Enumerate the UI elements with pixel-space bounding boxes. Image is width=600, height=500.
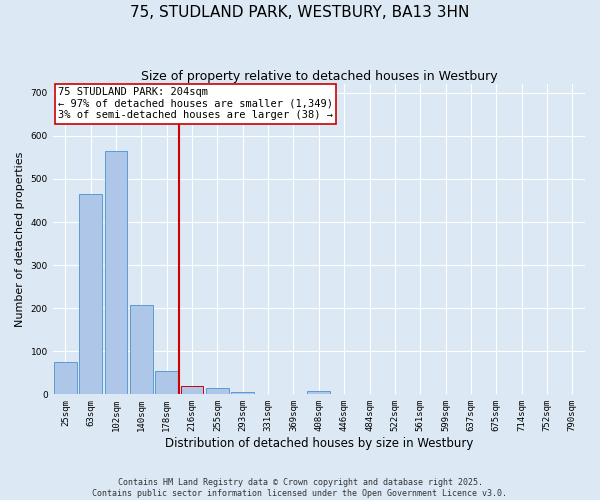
Bar: [79, 194, 102, 394]
X-axis label: Distribution of detached houses by size in Westbury: Distribution of detached houses by size …: [164, 437, 473, 450]
Bar: [54, 362, 77, 394]
Bar: [206, 388, 229, 394]
Title: Size of property relative to detached houses in Westbury: Size of property relative to detached ho…: [140, 70, 497, 83]
Text: 75 STUDLAND PARK: 204sqm
← 97% of detached houses are smaller (1,349)
3% of semi: 75 STUDLAND PARK: 204sqm ← 97% of detach…: [58, 88, 333, 120]
Bar: [155, 370, 178, 394]
Text: Contains HM Land Registry data © Crown copyright and database right 2025.
Contai: Contains HM Land Registry data © Crown c…: [92, 478, 508, 498]
Bar: [104, 151, 127, 394]
Bar: [181, 386, 203, 394]
Bar: [130, 305, 153, 394]
Text: 75, STUDLAND PARK, WESTBURY, BA13 3HN: 75, STUDLAND PARK, WESTBURY, BA13 3HN: [130, 5, 470, 20]
Bar: [232, 392, 254, 394]
Y-axis label: Number of detached properties: Number of detached properties: [15, 152, 25, 327]
Bar: [307, 391, 330, 394]
